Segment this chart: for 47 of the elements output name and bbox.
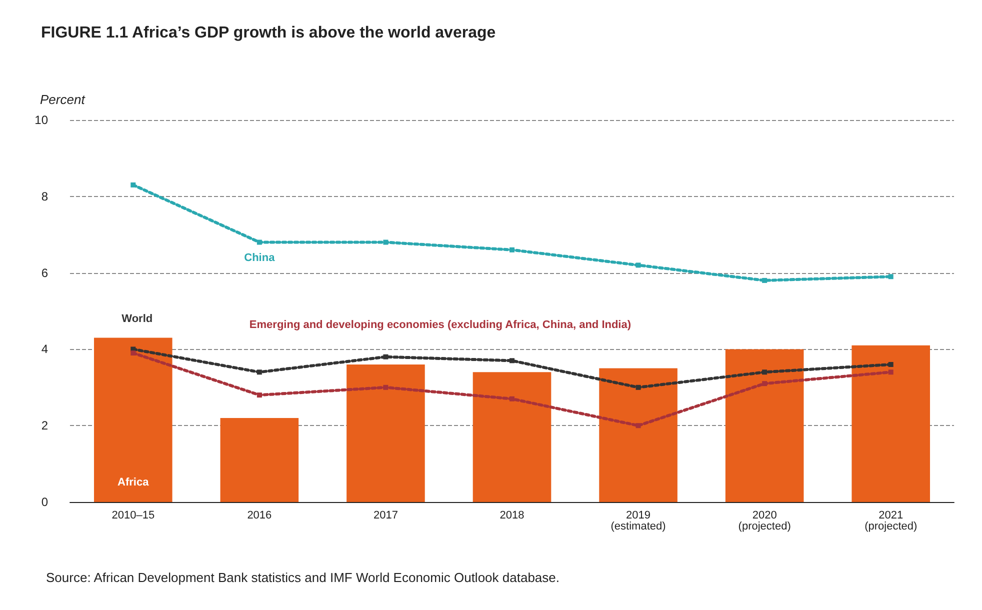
point [636,423,641,428]
x-tick-label: 2018 [500,510,524,522]
y-tick-label: 0 [41,495,48,509]
point [383,240,388,245]
point [888,370,894,375]
series-label: Africa [118,476,150,488]
point [762,381,768,386]
point [383,384,388,390]
point [510,358,514,364]
point [256,240,262,245]
y-tick-label: 10 [34,113,48,127]
y-tick-label: 6 [41,266,48,280]
bar [725,349,804,502]
chart-title: FIGURE 1.1 Africa’s GDP growth is above the world average [41,24,496,42]
bar [346,364,425,502]
point [636,384,641,390]
point [888,362,894,367]
point [383,354,388,360]
point [510,396,514,402]
point [130,182,136,188]
x-tick-label: 2019 (estimated) [610,510,666,532]
point [130,350,136,356]
text: Emerging and developing economies (excluding Africa, China, and India) [249,319,632,332]
bar [852,345,930,502]
y-tick-label: 2 [41,418,48,433]
x-tick-label: 2020 (projected) [738,510,791,532]
y-tick-label: 4 [41,342,48,356]
point [510,247,514,252]
y-axis-title: Percent [40,92,86,107]
bar [472,372,552,502]
point [636,262,641,268]
point [256,392,262,398]
x-tick-label: 2016 [247,510,272,522]
bar [94,338,172,502]
y-tick-label: 8 [41,189,48,204]
x-tick-label: 2010–15 [112,510,155,522]
series-label: China [244,252,276,264]
bar [599,368,678,502]
x-tick-label: 2017 [373,510,398,522]
point [888,274,894,280]
bar [220,418,299,502]
point [762,370,768,375]
text: World [122,313,153,326]
point [762,278,768,283]
point [256,370,262,375]
source-note: Source: African Development Bank statistics and IMF World Economic Outlook database. [46,570,560,585]
x-tick-label: 2021 (projected) [864,510,918,532]
